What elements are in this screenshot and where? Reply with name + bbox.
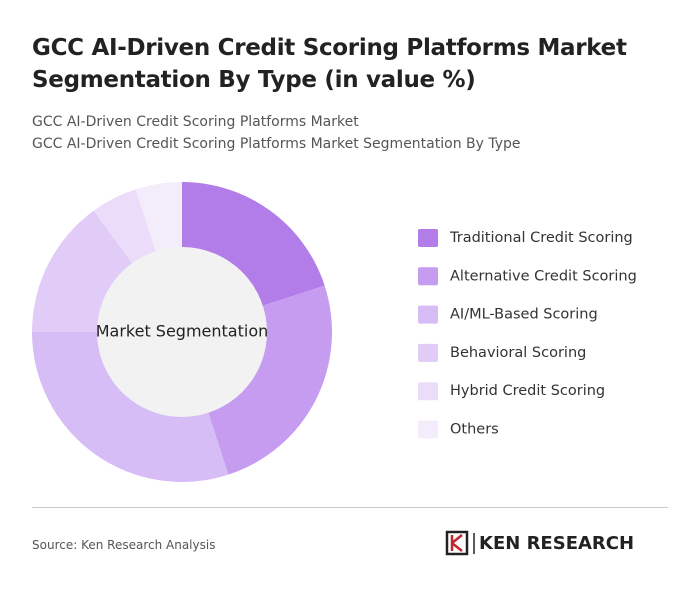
logo: KEN RESEARCH	[445, 530, 634, 556]
legend-swatch	[418, 229, 438, 247]
chart-title: GCC AI-Driven Credit Scoring Platforms M…	[32, 35, 627, 93]
legend-swatch	[418, 343, 438, 362]
legend-label: Hybrid Credit Scoring	[450, 383, 605, 399]
donut-hole	[97, 247, 267, 417]
divider	[32, 507, 668, 508]
legend-label: Others	[450, 422, 499, 438]
center-label: Market Segmentation	[96, 322, 269, 341]
legend-swatch	[418, 305, 438, 324]
legend-label: Traditional Credit Scoring	[449, 230, 633, 246]
subtitle: GCC AI-Driven Credit Scoring Platforms M…	[32, 114, 359, 130]
legend-swatch	[418, 420, 438, 439]
legend-label: Alternative Credit Scoring	[450, 268, 637, 284]
subtitle: GCC AI-Driven Credit Scoring Platforms M…	[32, 136, 521, 152]
legend-swatch	[418, 267, 438, 286]
legend-swatch	[418, 382, 438, 401]
source: Source: Ken Research Analysis	[32, 538, 216, 552]
chart: Market Segmentation Traditional Credit Sc…	[32, 182, 637, 482]
logo-text: KEN RESEARCH	[479, 533, 634, 554]
logo-icon	[450, 534, 463, 552]
logo-icon	[445, 530, 469, 556]
legend-label: Behavioral Scoring	[450, 345, 586, 361]
legend-label: AI/ML-Based Scoring	[450, 307, 598, 323]
